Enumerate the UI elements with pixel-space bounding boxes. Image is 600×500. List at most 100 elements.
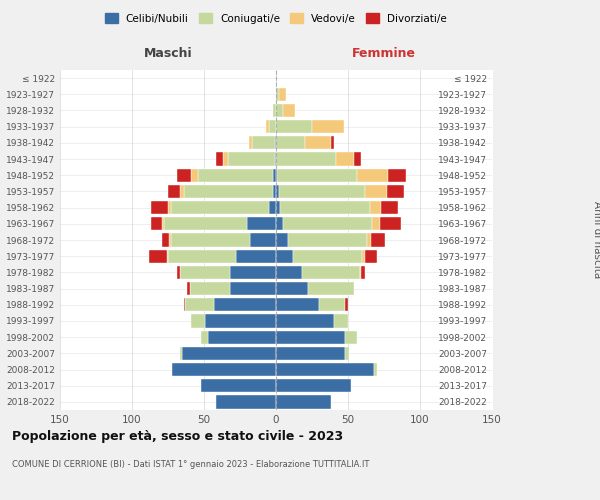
Bar: [273, 168, 276, 182]
Bar: [185, 298, 214, 312]
Bar: [276, 185, 279, 198]
Bar: [280, 201, 370, 214]
Text: Popolazione per età, sesso e stato civile - 2023: Popolazione per età, sesso e stato civil…: [12, 430, 343, 443]
Bar: [250, 234, 276, 246]
Bar: [223, 152, 229, 166]
Bar: [276, 104, 283, 117]
Bar: [168, 201, 171, 214]
Bar: [359, 266, 361, 279]
Bar: [381, 201, 398, 214]
Bar: [276, 363, 374, 376]
Bar: [179, 346, 182, 360]
Bar: [308, 282, 354, 295]
Bar: [319, 298, 345, 312]
Legend: Celibi/Nubili, Coniugati/e, Vedovi/e, Divorziati/e: Celibi/Nubili, Coniugati/e, Vedovi/e, Di…: [102, 10, 450, 26]
Bar: [176, 168, 191, 182]
Bar: [201, 330, 208, 344]
Bar: [247, 217, 276, 230]
Bar: [305, 136, 331, 149]
Text: COMUNE DI CERRIONE (BI) - Dati ISTAT 1° gennaio 2023 - Elaborazione TUTTITALIA.I: COMUNE DI CERRIONE (BI) - Dati ISTAT 1° …: [12, 460, 370, 469]
Bar: [275, 152, 276, 166]
Bar: [168, 185, 179, 198]
Bar: [287, 234, 367, 246]
Bar: [275, 136, 276, 149]
Y-axis label: Fasce di età: Fasce di età: [0, 209, 2, 271]
Bar: [276, 217, 283, 230]
Bar: [214, 298, 276, 312]
Bar: [187, 282, 190, 295]
Bar: [230, 266, 276, 279]
Bar: [354, 152, 361, 166]
Bar: [276, 379, 351, 392]
Bar: [371, 234, 385, 246]
Bar: [179, 185, 184, 198]
Bar: [362, 250, 365, 263]
Bar: [337, 152, 354, 166]
Bar: [276, 298, 319, 312]
Bar: [149, 250, 167, 263]
Bar: [171, 201, 269, 214]
Bar: [365, 185, 387, 198]
Bar: [312, 120, 344, 134]
Bar: [345, 346, 349, 360]
Bar: [184, 185, 273, 198]
Bar: [279, 185, 365, 198]
Bar: [184, 298, 185, 312]
Bar: [361, 266, 365, 279]
Bar: [276, 346, 345, 360]
Bar: [276, 88, 279, 101]
Bar: [168, 250, 236, 263]
Bar: [367, 234, 371, 246]
Bar: [171, 234, 250, 246]
Bar: [293, 250, 362, 263]
Bar: [276, 234, 287, 246]
Bar: [162, 234, 169, 246]
Bar: [370, 201, 381, 214]
Bar: [215, 396, 276, 408]
Bar: [273, 104, 276, 117]
Bar: [276, 282, 308, 295]
Bar: [191, 168, 198, 182]
Bar: [269, 201, 276, 214]
Bar: [251, 136, 275, 149]
Bar: [283, 104, 295, 117]
Bar: [229, 152, 275, 166]
Bar: [276, 120, 312, 134]
Bar: [205, 314, 276, 328]
Bar: [266, 120, 269, 134]
Bar: [190, 282, 230, 295]
Bar: [365, 250, 377, 263]
Bar: [182, 346, 276, 360]
Bar: [208, 330, 276, 344]
Bar: [276, 266, 302, 279]
Bar: [164, 217, 247, 230]
Bar: [388, 168, 406, 182]
Bar: [248, 136, 251, 149]
Bar: [302, 266, 359, 279]
Bar: [283, 217, 373, 230]
Text: Maschi: Maschi: [143, 47, 193, 60]
Bar: [334, 314, 348, 328]
Text: Femmine: Femmine: [352, 47, 416, 60]
Bar: [215, 152, 223, 166]
Bar: [276, 136, 305, 149]
Bar: [162, 217, 164, 230]
Bar: [331, 136, 334, 149]
Bar: [276, 314, 334, 328]
Bar: [276, 201, 280, 214]
Bar: [279, 88, 286, 101]
Bar: [269, 120, 276, 134]
Bar: [276, 396, 331, 408]
Bar: [387, 185, 404, 198]
Bar: [172, 363, 276, 376]
Bar: [176, 266, 179, 279]
Bar: [345, 330, 356, 344]
Bar: [277, 168, 356, 182]
Bar: [201, 379, 276, 392]
Bar: [276, 250, 293, 263]
Bar: [374, 363, 377, 376]
Bar: [151, 201, 168, 214]
Bar: [191, 314, 205, 328]
Bar: [276, 330, 345, 344]
Bar: [356, 168, 388, 182]
